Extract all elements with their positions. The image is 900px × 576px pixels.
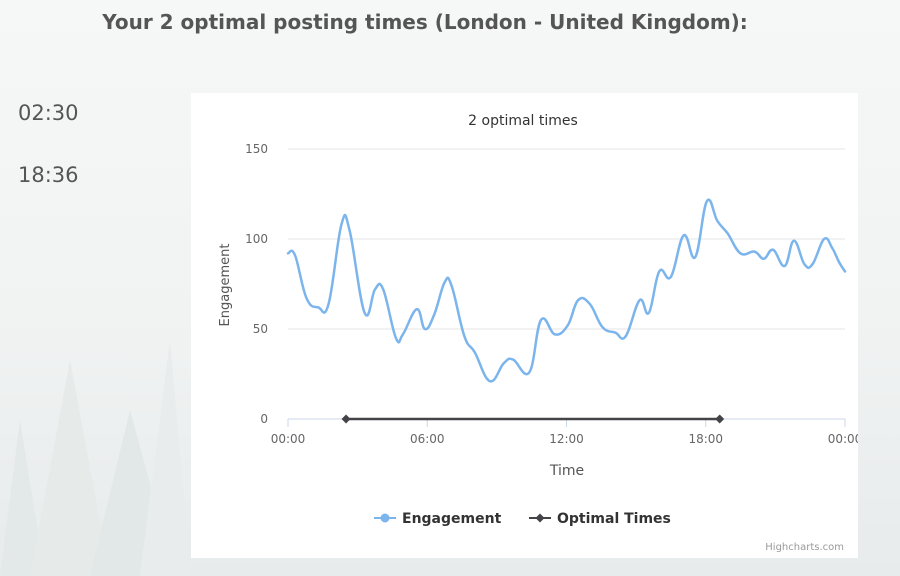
optimal-times-series — [341, 414, 725, 424]
engagement-series-line[interactable] — [286, 198, 847, 383]
x-axis-ticks: 00:00 06:00 12:00 18:00 00:00 — [271, 419, 862, 446]
x-tick-label: 06:00 — [410, 432, 445, 446]
optimal-times-list: 02:30 18:36 — [18, 96, 79, 220]
legend-item-engagement[interactable]: Engagement — [374, 511, 502, 527]
legend-optimal-label: Optimal Times — [557, 511, 671, 527]
optimal-time-marker-1[interactable] — [341, 414, 351, 424]
optimal-time-marker-2[interactable] — [715, 414, 725, 424]
optimal-time-2: 18:36 — [18, 163, 79, 187]
chart-card: 2 optimal times Engagement Time 0 50 100 15… — [191, 93, 862, 558]
engagement-chart: 2 optimal times Engagement Time 0 50 100 15… — [218, 113, 862, 553]
x-tick-label: 18:00 — [688, 432, 723, 446]
x-axis-label: Time — [549, 463, 584, 479]
y-tick-label: 150 — [245, 142, 268, 156]
y-tick-label: 50 — [253, 322, 268, 336]
page-heading: Your 2 optimal posting times (London - U… — [102, 10, 748, 34]
optimal-time-1: 02:30 — [18, 101, 79, 125]
x-tick-label: 00:00 — [271, 432, 306, 446]
legend-optimal-marker — [535, 513, 545, 523]
y-axis-label: Engagement — [218, 244, 233, 327]
chart-title: 2 optimal times — [468, 113, 578, 129]
legend-engagement-label: Engagement — [402, 511, 502, 527]
y-tick-label: 100 — [245, 232, 268, 246]
y-axis-ticks: 0 50 100 150 — [245, 142, 268, 426]
legend-engagement-marker — [380, 513, 390, 523]
x-tick-label: 00:00 — [828, 432, 858, 446]
y-tick-label: 0 — [260, 412, 268, 426]
chart-credits-link[interactable]: Highcharts.com — [765, 542, 844, 553]
legend: Engagement Optimal Times — [374, 511, 671, 527]
x-tick-label: 12:00 — [549, 432, 584, 446]
forest-background — [0, 340, 191, 576]
legend-item-optimal-times[interactable]: Optimal Times — [529, 511, 671, 527]
